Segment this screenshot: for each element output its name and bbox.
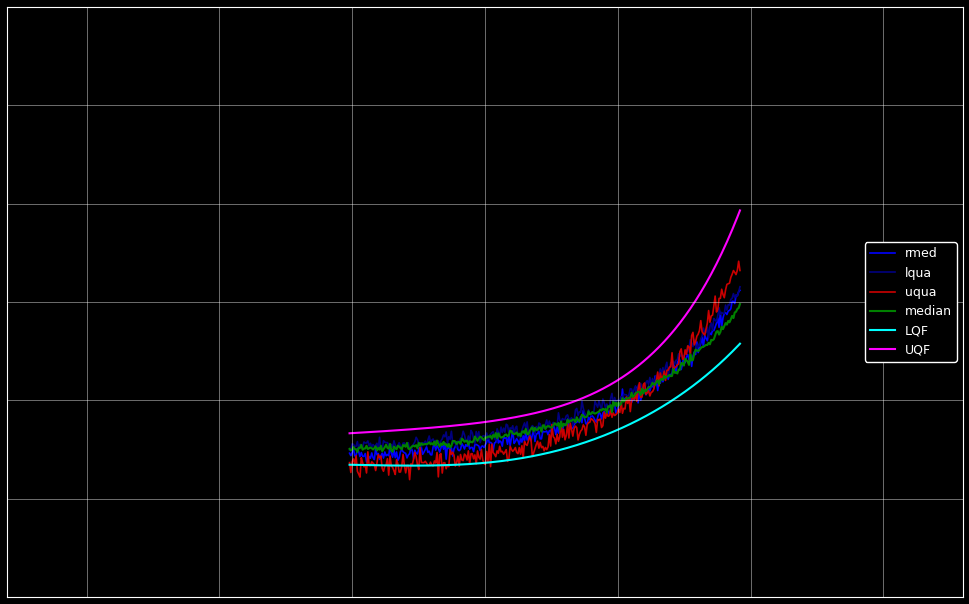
uqua bbox=[673, 348, 685, 355]
lqua bbox=[697, 324, 708, 332]
rmed bbox=[576, 419, 587, 426]
LQF bbox=[577, 439, 588, 446]
uqua bbox=[733, 257, 744, 265]
uqua bbox=[577, 421, 588, 428]
uqua bbox=[699, 332, 710, 339]
Line: rmed: rmed bbox=[349, 291, 739, 462]
lqua bbox=[734, 283, 745, 291]
median bbox=[345, 447, 357, 454]
UQF bbox=[343, 429, 355, 437]
rmed bbox=[734, 287, 745, 294]
median bbox=[734, 300, 745, 307]
rmed bbox=[583, 416, 595, 423]
rmed bbox=[345, 452, 357, 459]
lqua bbox=[576, 397, 587, 405]
UQF bbox=[672, 321, 684, 328]
lqua bbox=[582, 406, 594, 414]
uqua bbox=[343, 459, 355, 466]
lqua bbox=[343, 446, 355, 454]
uqua bbox=[583, 419, 595, 426]
median bbox=[576, 411, 587, 418]
lqua bbox=[575, 409, 586, 416]
uqua bbox=[734, 267, 745, 274]
Line: median: median bbox=[349, 304, 739, 452]
UQF bbox=[575, 395, 586, 402]
median bbox=[343, 445, 355, 452]
UQF bbox=[345, 429, 357, 437]
uqua bbox=[403, 476, 415, 483]
Line: uqua: uqua bbox=[349, 261, 739, 480]
rmed bbox=[673, 357, 685, 364]
LQF bbox=[345, 461, 357, 469]
UQF bbox=[576, 395, 587, 402]
LQF bbox=[673, 391, 685, 399]
LQF bbox=[576, 440, 587, 447]
rmed bbox=[360, 458, 372, 466]
LQF bbox=[343, 461, 355, 468]
LQF bbox=[734, 340, 745, 347]
lqua bbox=[345, 446, 357, 453]
median bbox=[673, 366, 685, 373]
Line: LQF: LQF bbox=[349, 344, 739, 466]
LQF bbox=[699, 373, 710, 380]
LQF bbox=[406, 462, 418, 469]
rmed bbox=[343, 449, 355, 457]
UQF bbox=[734, 207, 745, 214]
rmed bbox=[577, 407, 588, 414]
rmed bbox=[699, 332, 710, 339]
median bbox=[699, 342, 710, 350]
LQF bbox=[583, 437, 595, 445]
Line: lqua: lqua bbox=[349, 287, 739, 450]
uqua bbox=[576, 426, 587, 433]
median bbox=[577, 412, 588, 419]
Legend: rmed, lqua, uqua, median, LQF, UQF: rmed, lqua, uqua, median, LQF, UQF bbox=[864, 242, 955, 362]
median bbox=[351, 448, 362, 455]
median bbox=[583, 411, 595, 418]
lqua bbox=[672, 350, 684, 358]
UQF bbox=[697, 284, 708, 292]
UQF bbox=[582, 392, 594, 399]
uqua bbox=[345, 469, 357, 476]
Line: UQF: UQF bbox=[349, 210, 739, 433]
